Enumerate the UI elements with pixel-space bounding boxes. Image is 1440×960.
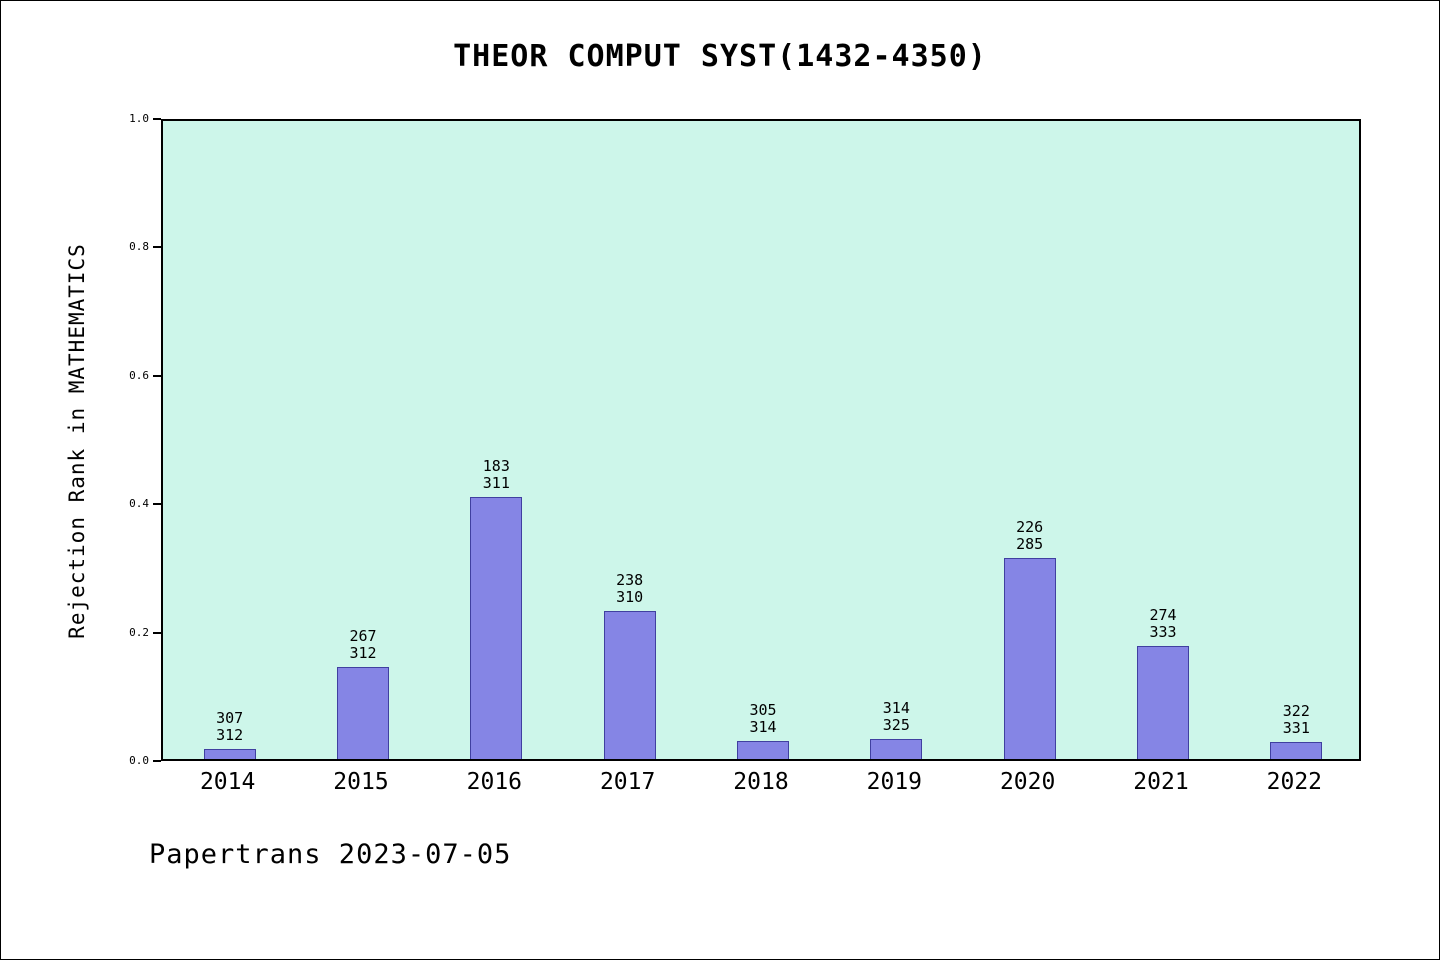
y-tick-mark — [153, 374, 161, 377]
bar-2018 — [737, 741, 789, 759]
bar-value-line: 307 — [216, 708, 244, 727]
bar-value-line: 305 — [749, 701, 777, 720]
y-tick-mark — [153, 503, 161, 506]
bar-value-label: 314 325 — [836, 700, 956, 734]
bar-value-line: 311 — [482, 473, 510, 492]
bar-value-label: 274 333 — [1103, 607, 1223, 641]
bar-2016 — [470, 496, 523, 759]
bar-value-line: 325 — [882, 716, 910, 735]
bar-value-label: 226 285 — [970, 519, 1090, 553]
bar-2014 — [203, 748, 256, 759]
bar-value-label: 305 314 — [703, 702, 823, 736]
bar-value-line: 285 — [1016, 535, 1044, 554]
bar-value-label: 267 312 — [303, 628, 423, 662]
bar-value-line: 226 — [1016, 518, 1044, 537]
x-tick-label-2015: 2015 — [333, 769, 389, 795]
x-tick-label-2021: 2021 — [1133, 769, 1189, 795]
bar-value-line: 312 — [349, 644, 377, 663]
x-tick-label-2014: 2014 — [199, 769, 256, 795]
bar-2019 — [870, 739, 923, 759]
y-tick-label: 0.8 — [129, 240, 149, 254]
y-tick-mark — [153, 760, 161, 762]
y-tick-mark — [153, 246, 161, 249]
y-tick-label: 0.4 — [129, 497, 149, 511]
bar-value-label: 238 310 — [570, 570, 690, 606]
plot-area: 307 312 267 312 183 311 238 310 305 314 314 325 226 2… — [161, 119, 1361, 761]
y-tick-mark — [153, 118, 161, 120]
bar-value-line: 183 — [482, 456, 510, 475]
watermark-text: Papertrans 2023-07-05 — [149, 839, 512, 870]
bar-value-label: 183 311 — [436, 456, 556, 492]
y-tick-label: 0.6 — [129, 368, 149, 382]
bar-2021 — [1137, 646, 1189, 759]
y-tick-label: 1.0 — [129, 112, 149, 125]
bar-value-line: 333 — [1149, 623, 1177, 642]
bar-2022 — [1270, 742, 1323, 759]
x-tick-label-2020: 2020 — [999, 769, 1056, 795]
bar-value-line: 274 — [1149, 606, 1177, 625]
y-tick-label: 0.0 — [129, 754, 149, 767]
x-tick-label-2017: 2017 — [599, 769, 656, 795]
bar-2020 — [1003, 558, 1056, 759]
x-tick-label-2022: 2022 — [1266, 769, 1323, 795]
bar-value-line: 310 — [616, 587, 644, 606]
bar-value-line: 331 — [1282, 719, 1310, 738]
y-axis-label: Rejection Rank in MATHEMATICS — [65, 243, 89, 639]
bar-value-line: 238 — [616, 570, 644, 589]
x-tick-label-2018: 2018 — [733, 769, 789, 795]
bar-value-line: 314 — [749, 718, 777, 737]
bar-value-line: 267 — [349, 627, 377, 646]
y-tick-label: 0.2 — [129, 625, 149, 639]
x-tick-label-2016: 2016 — [466, 769, 523, 795]
y-tick-mark — [153, 631, 161, 634]
bar-2017 — [603, 610, 656, 759]
x-tick-label-2019: 2019 — [866, 769, 923, 795]
bar-2015 — [337, 667, 389, 759]
bar-value-label: 307 312 — [170, 708, 290, 744]
bar-value-label: 322 331 — [1236, 703, 1356, 737]
bar-value-line: 312 — [216, 725, 244, 744]
chart-title: THEOR COMPUT SYST(1432-4350) — [453, 39, 987, 74]
bar-value-line: 314 — [882, 699, 910, 718]
bar-value-line: 322 — [1282, 702, 1310, 721]
